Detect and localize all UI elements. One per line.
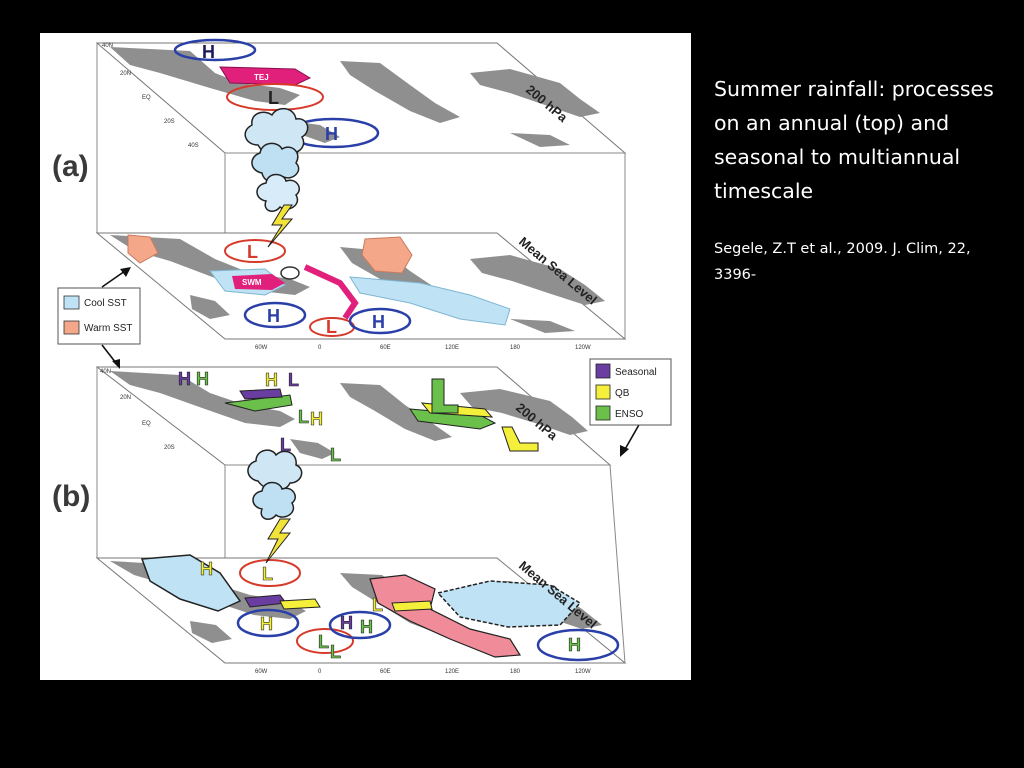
panel-a-lower-high-2 xyxy=(348,307,412,335)
panel-a-warm-sst-2 xyxy=(361,236,413,274)
panel-a-jet-curve xyxy=(303,264,359,320)
panel-a-lower-high-1 xyxy=(243,301,307,329)
panel-a-upper-high-2-label: H xyxy=(325,124,338,144)
seasonal-swatch xyxy=(595,363,611,379)
caption: Summer rainfall: processes on an annual … xyxy=(714,72,1004,288)
caption-reference: Segele, Z.T et al., 2009. J. Clim, 22, 3… xyxy=(714,241,971,283)
panel-a-tej-label: TEJ xyxy=(254,73,269,82)
panel-b-upper-high-2: H xyxy=(196,369,209,389)
lon-tick: 60W xyxy=(255,669,268,675)
panel-b-upper-low-1: L xyxy=(288,370,299,390)
lat-tick: 40N xyxy=(100,369,111,375)
panel-a-storm-cloud-icon xyxy=(244,107,309,248)
panel-a-lower-high-2-label: H xyxy=(372,312,385,332)
lon-tick: 120W xyxy=(575,345,591,351)
panel-a-swm-label: SWM xyxy=(242,278,262,287)
panel-b-lower-low-4: L xyxy=(330,642,341,662)
panel-b-lower-high-5: H xyxy=(568,635,581,655)
panel-b-upper-low-5: L xyxy=(330,445,341,465)
panel-b-cool-sst-2 xyxy=(436,580,582,628)
caption-title: Summer rainfall: processes on an annual … xyxy=(714,77,994,203)
lon-tick: 120E xyxy=(445,345,459,351)
qb-label: QB xyxy=(615,388,630,399)
panel-a-warm-sst-1 xyxy=(127,234,159,264)
seasonal-label: Seasonal xyxy=(615,367,657,378)
panel-a-lower-low-3-label: L xyxy=(326,317,337,337)
sst-legend: Cool SST Warm SST xyxy=(57,287,141,345)
panel-a-lower-high-1-label: H xyxy=(267,306,280,326)
lon-tick: 60E xyxy=(380,345,391,351)
panel-b-lower-low-3: L xyxy=(372,595,383,615)
panel-a-tej-arrow xyxy=(219,66,312,86)
panel-a-swm-arrow xyxy=(232,274,285,290)
legend-arrows xyxy=(101,267,641,457)
lon-tick: 180 xyxy=(510,345,521,351)
panel-a-lower-low-1-label: L xyxy=(247,242,258,262)
lat-tick: 40N xyxy=(102,43,113,49)
lat-tick: 20S xyxy=(164,445,175,451)
lon-tick: 0 xyxy=(318,345,322,351)
panel-a-upper-high-1-label: H xyxy=(202,42,215,62)
figure-panel: (a) H TEJ L H 200 hPa 40N 20N EQ 20S 40S xyxy=(40,33,691,680)
lon-tick: 60W xyxy=(255,345,268,351)
warm-sst-swatch xyxy=(63,320,80,335)
panel-b-label: (b) xyxy=(52,480,90,513)
panel-b-pacific-l-2 xyxy=(501,426,539,452)
panel-b-lower-high-1: H xyxy=(200,559,213,579)
lon-tick: 60E xyxy=(380,669,391,675)
lon-tick: 120E xyxy=(445,669,459,675)
panel-a-lower-low-1 xyxy=(224,239,286,263)
lon-tick: 120W xyxy=(575,669,591,675)
panel-b-lower-low-oval-1 xyxy=(239,559,301,587)
panel-b-lower-arrow-yellow xyxy=(279,598,321,610)
panel-b-lower-high-2: H xyxy=(260,614,273,634)
panel-b-lower-low-1: L xyxy=(262,564,273,584)
panel-b-upper-low-3: L xyxy=(280,435,291,455)
panel-a-upper-land xyxy=(110,47,600,147)
panel-b-pacific-l-1 xyxy=(431,378,459,414)
panel-a-upper-high-1 xyxy=(173,38,257,62)
cool-sst-label: Cool SST xyxy=(84,298,127,309)
panel-b-storm-cloud-icon xyxy=(247,449,303,564)
panel-a-upper-low-label: L xyxy=(268,88,279,108)
panel-b-upper-high-4: H xyxy=(310,409,323,429)
panel-a-lower-low-2 xyxy=(280,266,300,280)
panel-b-upper-arrow-purple xyxy=(239,388,283,400)
panel-b-cool-sst-1 xyxy=(140,554,242,612)
lat-tick: EQ xyxy=(142,95,151,101)
warm-sst-label: Warm SST xyxy=(84,323,133,334)
lat-tick: 20N xyxy=(120,395,131,401)
panel-b: (b) H H H L L H L L L 200 hPa 40N 20N EQ… xyxy=(52,366,627,675)
panel-b-lower-high-oval-1 xyxy=(236,608,300,638)
enso-label: ENSO xyxy=(615,409,644,420)
panel-b-lower-high-oval-2 xyxy=(328,610,392,640)
panel-a-label: (a) xyxy=(52,150,89,183)
panel-b-lower-arrow-yellow-2 xyxy=(391,600,433,612)
lat-tick: 20S xyxy=(164,119,175,125)
lat-tick: 20N xyxy=(120,71,131,77)
panel-a-cool-sst-2 xyxy=(349,276,511,326)
lat-tick: 40S xyxy=(188,143,199,149)
panel-a: (a) H TEJ L H 200 hPa 40N 20N EQ 20S 40S xyxy=(52,38,627,351)
panel-b-lower-high-oval-3 xyxy=(536,628,620,662)
panel-b-upper-high-1: H xyxy=(178,369,191,389)
panel-a-upper-low xyxy=(226,83,324,111)
lat-tick: EQ xyxy=(142,421,151,427)
timescale-legend: Seasonal QB ENSO xyxy=(589,358,672,426)
panel-b-lower-low-oval-2 xyxy=(296,628,354,654)
panel-a-lower-land xyxy=(110,235,605,333)
cool-sst-swatch xyxy=(63,295,80,310)
panel-b-upper-land xyxy=(110,371,588,459)
panel-b-upper-high-3: H xyxy=(265,370,278,390)
lon-tick: 0 xyxy=(318,669,322,675)
enso-swatch xyxy=(595,405,611,421)
panel-b-lower-low-2: L xyxy=(318,632,329,652)
panel-b-lower-high-4: H xyxy=(360,617,373,637)
qb-swatch xyxy=(595,384,611,400)
lon-tick: 180 xyxy=(510,669,521,675)
panel-b-upper-low-2: L xyxy=(298,407,309,427)
panel-b-warm-sst xyxy=(369,574,522,658)
panel-b-lower-high-3: H xyxy=(340,613,353,633)
